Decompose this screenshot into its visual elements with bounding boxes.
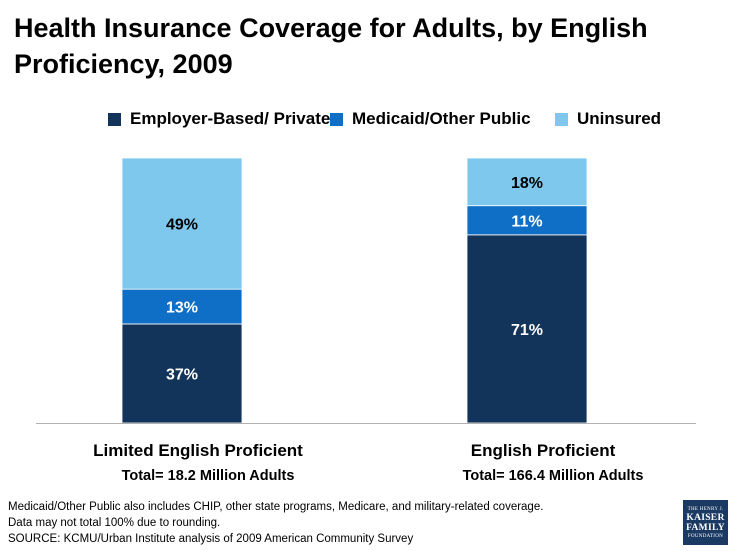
legend-item-medicaid: Medicaid/Other Public: [330, 107, 531, 131]
footnote-rounding: Data may not total 100% due to rounding.: [8, 517, 221, 529]
data-label-0-0: 37%: [166, 366, 198, 383]
logo-line-2: KAISER: [686, 512, 725, 523]
bar-segment-1-2: [466, 157, 588, 207]
legend-item-employer: Employer-Based/ Private: [108, 107, 330, 131]
data-label-0-2: 49%: [166, 217, 198, 234]
logo-line-1: THE HENRY J.: [687, 506, 724, 512]
legend-label-uninsured: Uninsured: [577, 109, 662, 128]
data-label-0-1: 13%: [166, 300, 198, 317]
data-label-1-2: 18%: [511, 175, 543, 192]
category-total-1: Total= 166.4 Million Adults: [463, 468, 644, 484]
category-total-0: Total= 18.2 Million Adults: [122, 468, 295, 484]
bar-segment-1-1: [466, 205, 588, 236]
bar-segment-0-2: [121, 157, 243, 290]
kaiser-family-foundation-logo: THE HENRY J. KAISER FAMILY FOUNDATION: [683, 500, 728, 545]
legend-swatch-uninsured: [555, 112, 568, 126]
chart-title: Health Insurance Coverage for Adults, by…: [14, 13, 648, 79]
bar-segment-0-0: [121, 323, 243, 424]
logo-line-3: FAMILY: [686, 522, 725, 533]
bar-segment-0-1: [121, 288, 243, 325]
data-label-1-1: 11%: [511, 213, 542, 230]
legend-item-uninsured: Uninsured: [555, 107, 661, 131]
logo-line-4: FOUNDATION: [687, 533, 724, 539]
legend-swatch-medicaid: [330, 112, 343, 126]
legend-swatch-employer: [108, 112, 121, 126]
legend: Employer-Based/ Private Medicaid/Other P…: [0, 107, 735, 131]
category-label-0: Limited English Proficient: [93, 441, 303, 460]
legend-label-employer: Employer-Based/ Private: [130, 109, 331, 128]
bar-segment-1-0: [466, 234, 588, 424]
category-label-1: English Proficient: [471, 441, 616, 460]
data-label-1-0: 71%: [511, 322, 543, 339]
footnote-source: SOURCE: KCMU/Urban Institute analysis of…: [8, 533, 414, 545]
footnote-medicaid-definition: Medicaid/Other Public also includes CHIP…: [8, 501, 544, 513]
legend-label-medicaid: Medicaid/Other Public: [352, 109, 531, 128]
